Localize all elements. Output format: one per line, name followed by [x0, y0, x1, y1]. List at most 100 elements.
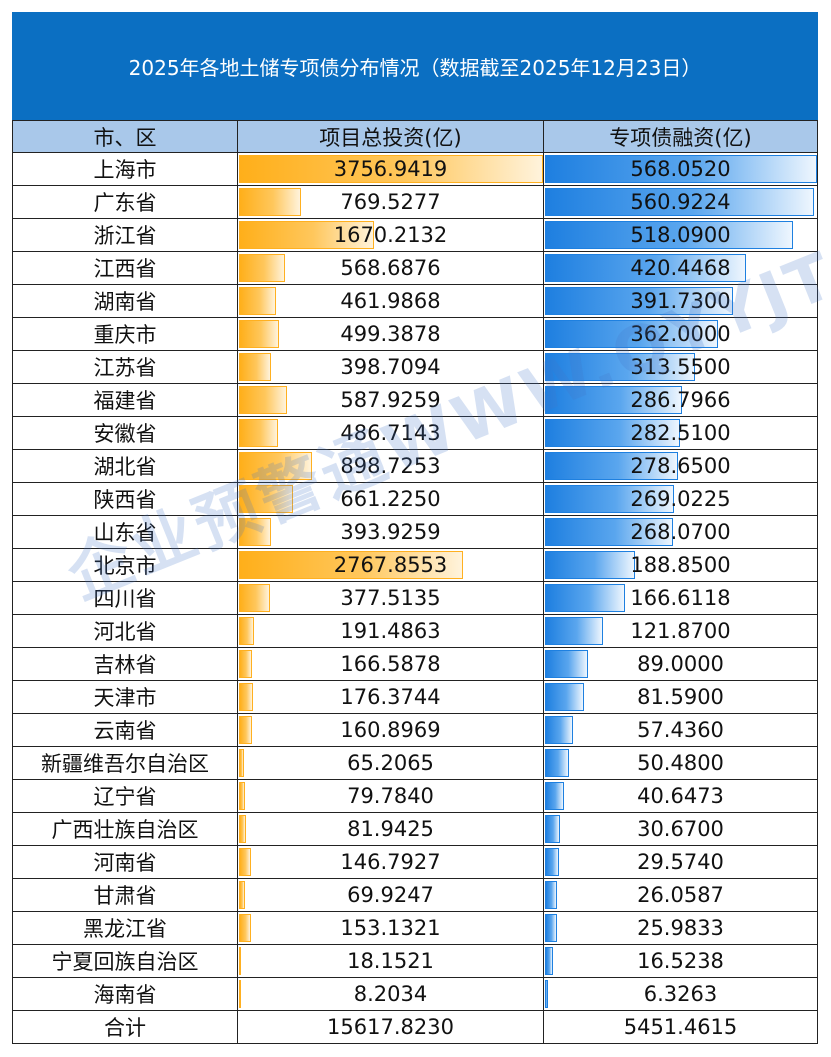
financing-cell: 313.5500 — [544, 351, 818, 383]
financing-value: 25.9833 — [637, 916, 724, 940]
financing-value: 362.0000 — [630, 322, 731, 346]
region-cell: 甘肃省 — [12, 879, 238, 911]
financing-value: 29.5740 — [637, 850, 724, 874]
table-row: 广东省 769.5277 560.9224 — [12, 186, 818, 219]
financing-cell: 50.4800 — [544, 747, 818, 779]
table-row: 河北省 191.4863 121.8700 — [12, 615, 818, 648]
header-financing: 专项债融资(亿) — [544, 121, 818, 152]
investment-cell: 65.2065 — [238, 747, 544, 779]
financing-bar — [545, 155, 817, 183]
region-cell: 吉林省 — [12, 648, 238, 680]
investment-bar — [239, 782, 246, 810]
financing-bar — [545, 221, 794, 249]
investment-value: 166.5878 — [340, 652, 441, 676]
investment-cell: 69.9247 — [238, 879, 544, 911]
investment-cell: 898.7253 — [238, 450, 544, 482]
financing-bar — [545, 881, 558, 909]
header-investment: 项目总投资(亿) — [238, 121, 544, 152]
financing-bar — [545, 584, 625, 612]
investment-bar — [239, 419, 279, 447]
investment-cell: 398.7094 — [238, 351, 544, 383]
financing-cell: 25.9833 — [544, 912, 818, 944]
financing-cell: 26.0587 — [544, 879, 818, 911]
table-row: 江苏省 398.7094 313.5500 — [12, 351, 818, 384]
financing-value: 286.7966 — [630, 388, 731, 412]
total-label: 合计 — [12, 1011, 238, 1043]
financing-value: 16.5238 — [637, 949, 724, 973]
investment-bar — [239, 749, 245, 777]
region-cell: 四川省 — [12, 582, 238, 614]
table-row: 山东省 393.9259 268.0700 — [12, 516, 818, 549]
table-row: 湖北省 898.7253 278.6500 — [12, 450, 818, 483]
region-cell: 云南省 — [12, 714, 238, 746]
table-row: 海南省 8.2034 6.3263 — [12, 978, 818, 1011]
financing-bar — [545, 287, 733, 315]
financing-value: 313.5500 — [630, 355, 731, 379]
financing-bar — [545, 716, 573, 744]
investment-value: 769.5277 — [340, 190, 441, 214]
table-row: 福建省 587.9259 286.7966 — [12, 384, 818, 417]
region-cell: 广西壮族自治区 — [12, 813, 238, 845]
investment-cell: 79.7840 — [238, 780, 544, 812]
investment-bar — [239, 320, 280, 348]
investment-bar — [239, 881, 245, 909]
region-cell: 湖南省 — [12, 285, 238, 317]
financing-value: 278.6500 — [630, 454, 731, 478]
financing-cell: 57.4360 — [544, 714, 818, 746]
financing-value: 26.0587 — [637, 883, 724, 907]
investment-bar — [239, 155, 543, 183]
investment-value: 153.1321 — [340, 916, 441, 940]
financing-bar — [545, 518, 674, 546]
investment-value: 461.9868 — [340, 289, 441, 313]
region-cell: 江西省 — [12, 252, 238, 284]
investment-value: 65.2065 — [347, 751, 434, 775]
total-investment: 15617.8230 — [238, 1011, 544, 1043]
investment-bar — [239, 221, 375, 249]
investment-bar — [239, 353, 272, 381]
financing-cell: 6.3263 — [544, 978, 818, 1010]
financing-cell: 121.8700 — [544, 615, 818, 647]
financing-bar — [545, 386, 683, 414]
investment-bar — [239, 980, 241, 1008]
investment-cell: 146.7927 — [238, 846, 544, 878]
financing-cell: 29.5740 — [544, 846, 818, 878]
financing-value: 81.5900 — [637, 685, 724, 709]
investment-bar — [239, 617, 255, 645]
financing-cell: 188.8500 — [544, 549, 818, 581]
investment-bar — [239, 287, 277, 315]
financing-bar — [545, 782, 565, 810]
table-row: 吉林省 166.5878 89.0000 — [12, 648, 818, 681]
investment-cell: 153.1321 — [238, 912, 544, 944]
financing-cell: 560.9224 — [544, 186, 818, 218]
investment-value: 587.9259 — [340, 388, 441, 412]
investment-bar — [239, 386, 287, 414]
table-row: 北京市 2767.8553 188.8500 — [12, 549, 818, 582]
financing-cell: 81.5900 — [544, 681, 818, 713]
investment-value: 69.9247 — [347, 883, 434, 907]
financing-bar — [545, 353, 696, 381]
investment-value: 1670.2132 — [333, 223, 448, 247]
financing-cell: 166.6118 — [544, 582, 818, 614]
header-region: 市、区 — [12, 121, 238, 152]
financing-bar — [545, 551, 636, 579]
region-cell: 广东省 — [12, 186, 238, 218]
investment-value: 160.8969 — [340, 718, 441, 742]
financing-cell: 391.7300 — [544, 285, 818, 317]
investment-value: 568.6876 — [340, 256, 441, 280]
financing-cell: 282.5100 — [544, 417, 818, 449]
table-row: 新疆维吾尔自治区 65.2065 50.4800 — [12, 747, 818, 780]
investment-cell: 176.3744 — [238, 681, 544, 713]
investment-value: 377.5135 — [340, 586, 441, 610]
table-row: 江西省 568.6876 420.4468 — [12, 252, 818, 285]
financing-bar — [545, 914, 558, 942]
investment-value: 191.4863 — [340, 619, 441, 643]
investment-value: 499.3878 — [340, 322, 441, 346]
investment-bar — [239, 947, 241, 975]
investment-value: 146.7927 — [340, 850, 441, 874]
investment-cell: 1670.2132 — [238, 219, 544, 251]
investment-cell: 191.4863 — [238, 615, 544, 647]
financing-bar — [545, 254, 747, 282]
table-row: 重庆市 499.3878 362.0000 — [12, 318, 818, 351]
total-financing: 5451.4615 — [544, 1011, 818, 1043]
investment-value: 393.9259 — [340, 520, 441, 544]
